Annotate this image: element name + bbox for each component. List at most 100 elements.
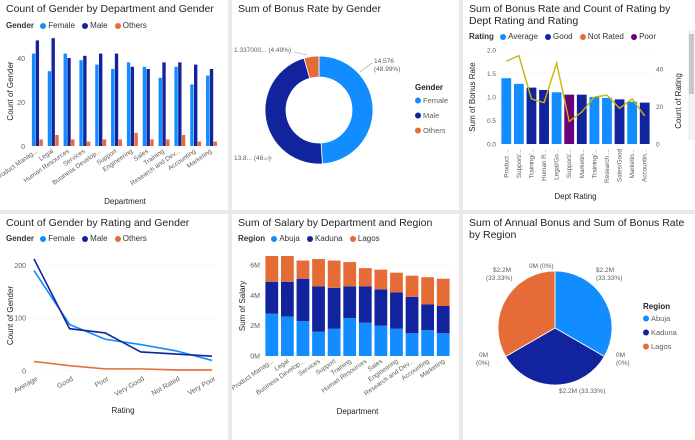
legend-item-not-rated[interactable]: Not Rated	[579, 32, 624, 41]
bar-kaduna-legal	[280, 281, 294, 317]
bar-female-sales	[142, 66, 147, 146]
legend-title: Gender	[415, 83, 443, 92]
y-tick-label: 0.0	[487, 142, 496, 149]
bar-others-human-resources	[71, 139, 75, 146]
data-label-zero-top: 0M (0%)	[529, 263, 554, 270]
bar-female-training	[158, 77, 162, 146]
bar-others-engineering	[134, 132, 138, 146]
data-label-zero-right-pct: (0%)	[616, 360, 630, 367]
x-tick-label: Product ...	[503, 149, 510, 178]
slice-kaduna	[505, 327, 605, 386]
legend-title: Rating	[469, 32, 494, 41]
legend-item-others[interactable]: Others	[114, 21, 147, 30]
legend-marker-others	[415, 127, 421, 134]
chart-title: Sum of Annual Bonus and Sum of Bonus Rat…	[469, 217, 685, 241]
x-tick-label: Poor	[94, 375, 111, 389]
bar-male-product-manag	[35, 40, 40, 146]
data-label-lagos: $2.2M	[493, 267, 511, 274]
chart-panel-bonus-gender[interactable]: Sum of Bonus Rate by Gender 14.576 (48.99…	[232, 0, 459, 210]
legend-item-others[interactable]: Others	[114, 234, 147, 243]
x-tick-label: Good	[56, 376, 74, 391]
bar-research-8	[602, 97, 612, 144]
bar-others-marketing	[213, 141, 217, 146]
chart-panel-salary-region[interactable]: Sum of Salary by Department and Region R…	[232, 214, 459, 440]
y-tick-label: 100	[14, 316, 26, 323]
chart-title: Count of Gender by Rating and Gender	[6, 217, 190, 229]
x-tick-label: Average	[13, 376, 39, 395]
data-label-zero-left-pct: (0%)	[476, 360, 490, 367]
bar-others-accounting	[197, 141, 202, 146]
y2-tick-label: 20	[656, 104, 664, 111]
y-tick-label: 1.0	[487, 95, 496, 102]
legend-item-average[interactable]: Average	[500, 32, 538, 41]
bar-abuja-support	[327, 328, 341, 356]
bar-marketin-6	[576, 94, 587, 144]
bar-lagos-sales	[374, 269, 388, 290]
line-others	[33, 360, 212, 371]
bar-training-7	[589, 97, 600, 144]
bar-female-engineering	[126, 62, 131, 146]
bar-female-services	[79, 60, 83, 147]
bar-abuja-engineering	[390, 328, 403, 356]
bar-lagos-engineering	[390, 272, 403, 293]
slice-male	[264, 57, 323, 165]
legend-item-male[interactable]: Male	[82, 21, 108, 30]
bar-female-business-develop	[95, 64, 99, 146]
y-tick-label: 0M	[250, 354, 260, 361]
legend-marker-female	[415, 97, 421, 104]
legend-item-kaduna[interactable]: Kaduna	[307, 234, 343, 243]
bar-kaduna-engineering	[390, 292, 403, 329]
x-tick-label: Very Poor	[187, 375, 218, 397]
legend-item-good[interactable]: Good	[545, 32, 573, 41]
legend-item-lagos[interactable]: Lagos	[349, 234, 380, 243]
chart-panel-bonus-region[interactable]: Sum of Annual Bonus and Sum of Bonus Rat…	[463, 214, 695, 440]
bar-kaduna-services	[312, 286, 325, 332]
legend-item-female[interactable]: Female	[40, 21, 75, 30]
bar-others-product-manag	[39, 139, 43, 146]
legend-item-poor[interactable]: Poor	[631, 32, 656, 41]
x-axis-title: Department	[337, 407, 380, 416]
bar-abuja-human-resources	[358, 322, 372, 356]
chart-panel-dept-rating[interactable]: Sum of Bonus Rate and Count of Rating by…	[463, 0, 695, 210]
bar-kaduna-marketing	[436, 306, 450, 334]
bar-male-marketing	[209, 69, 214, 146]
chart-legend: Gender Female Male Others	[6, 234, 152, 243]
bar-others-services	[86, 141, 91, 146]
bar-abuja-business-develop	[296, 321, 310, 356]
line-female	[33, 270, 213, 362]
legend-title: Region	[238, 234, 266, 243]
x-tick-label: Not Rated	[151, 376, 182, 398]
y-tick-label: 1.5	[487, 71, 496, 78]
legend-scrollbar[interactable]	[688, 30, 695, 140]
bar-training-2	[526, 87, 537, 144]
legend-item-female[interactable]: Female	[40, 234, 75, 243]
legend-title: Gender	[6, 21, 35, 30]
legend-item-male[interactable]: Male	[82, 234, 108, 243]
chart-panel-rating-gender[interactable]: Count of Gender by Rating and Gender Gen…	[0, 214, 228, 440]
bar-lagos-business-develop	[296, 260, 310, 279]
legend-label-female: Female	[423, 96, 448, 105]
bar-male-training	[162, 62, 166, 146]
bar-lagos-legal	[280, 256, 294, 282]
bar-abuja-legal	[280, 316, 294, 356]
bar-lagos-research-and-dev	[405, 275, 419, 297]
legend-marker-lagos	[643, 343, 649, 350]
bar-male-support	[114, 53, 119, 146]
bar-female-support	[111, 69, 115, 146]
bar-kaduna-research-and-dev	[405, 296, 419, 334]
bar-others-legal	[55, 135, 59, 146]
data-label-others: 1.337000... (4.49%)	[234, 47, 291, 54]
x-tick-label: Support/...	[516, 149, 523, 178]
x-axis-title: Dept Rating	[554, 192, 596, 201]
bar-others-support	[118, 139, 122, 146]
legend-item-abuja[interactable]: Abuja	[271, 234, 300, 243]
bar-kaduna-accounting	[421, 304, 435, 331]
leader-line	[293, 51, 308, 56]
chart-panel-department-gender[interactable]: Count of Gender by Department and Gender…	[0, 0, 228, 210]
x-tick-label: Support/...	[566, 149, 573, 178]
y-axis-title: Sum of Bonus Rate	[468, 62, 477, 132]
bar-abuja-training	[343, 318, 357, 356]
